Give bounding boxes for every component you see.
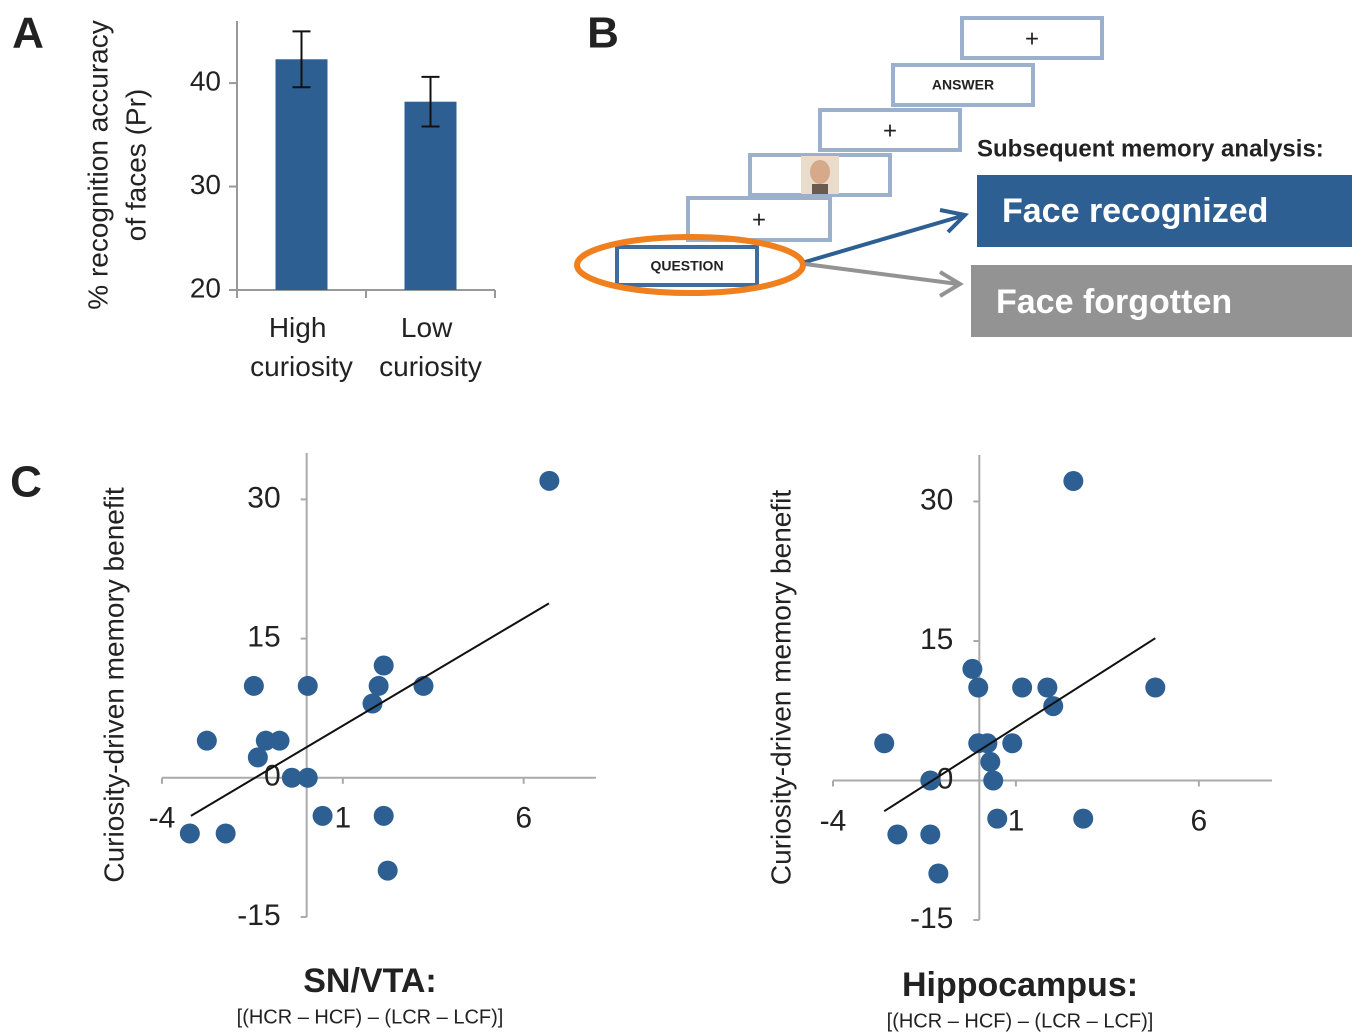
- screen-text: +: [1025, 25, 1039, 52]
- trend-line: [883, 637, 1156, 813]
- x-tick-label: Low curiosity: [379, 312, 482, 382]
- point: [1002, 733, 1023, 754]
- y-tick-label: 15: [247, 621, 280, 654]
- point: [928, 863, 949, 884]
- point: [196, 730, 217, 751]
- panel-label: A: [12, 9, 44, 58]
- point: [281, 767, 302, 788]
- screen: [615, 245, 759, 287]
- point: [1037, 677, 1058, 698]
- screen-text: ANSWER: [932, 77, 994, 93]
- point: [1063, 471, 1084, 492]
- arrowhead: [939, 208, 970, 234]
- bar: [404, 101, 457, 290]
- point: [297, 675, 318, 696]
- x-tick-label: 6: [515, 802, 532, 835]
- panel-label: C: [10, 458, 42, 507]
- point: [269, 730, 290, 751]
- x-tick-label: -4: [149, 802, 176, 835]
- x-tick-label: High curiosity: [250, 312, 353, 382]
- point: [243, 675, 264, 696]
- y-tick-label: 40: [190, 65, 221, 96]
- y-tick-label: 30: [920, 483, 953, 516]
- x-tick-label: 1: [334, 802, 351, 835]
- arrowhead: [938, 270, 964, 298]
- point: [920, 770, 941, 791]
- error-bar: [292, 30, 311, 89]
- x-axis-label: Hippocampus:: [902, 966, 1138, 1004]
- screen-text: QUESTION: [650, 258, 723, 274]
- y-axis-label: of faces (Pr): [120, 89, 151, 241]
- point: [297, 767, 318, 788]
- y-tick-label: -15: [910, 902, 953, 935]
- arrow: [804, 262, 959, 286]
- point: [1012, 677, 1033, 698]
- recognized-text: Face recognized: [1002, 192, 1268, 230]
- y-axis-label: Curiosity-driven memory benefit: [765, 490, 796, 885]
- analysis-title: Subsequent memory analysis:: [977, 135, 1324, 162]
- point: [377, 860, 398, 881]
- y-tick-label: 20: [190, 272, 221, 303]
- arrow: [804, 214, 963, 264]
- point: [373, 805, 394, 826]
- y-tick-label: 30: [247, 481, 280, 514]
- point: [1145, 677, 1166, 698]
- screen-text: +: [752, 206, 766, 233]
- point: [874, 733, 895, 754]
- point: [983, 770, 1004, 791]
- forgotten-text: Face forgotten: [996, 283, 1232, 321]
- y-tick-label: 0: [264, 760, 281, 793]
- point: [255, 730, 276, 751]
- point: [980, 751, 1001, 772]
- point: [1073, 808, 1094, 829]
- panel-label: B: [587, 9, 619, 58]
- x-axis-sublabel: [(HCR – HCF) – (LCR – LCF)]: [237, 1006, 504, 1028]
- trial-diagram: [615, 16, 1104, 287]
- forgotten-box: [971, 265, 1352, 337]
- y-tick-label: 30: [190, 169, 221, 200]
- x-tick-label: -4: [820, 804, 847, 837]
- point: [962, 658, 983, 679]
- face: [810, 160, 830, 184]
- point: [215, 823, 236, 844]
- screen: [891, 63, 1035, 107]
- bar: [275, 59, 328, 291]
- x-tick-label: 1: [1008, 804, 1025, 837]
- point: [887, 824, 908, 845]
- y-axis-label: % recognition accuracy: [82, 20, 113, 309]
- y-tick-label: 15: [920, 623, 953, 656]
- x-tick-label: 6: [1190, 804, 1207, 837]
- screen: [818, 108, 962, 152]
- point: [247, 747, 268, 768]
- x-axis-sublabel: [(HCR – HCF) – (LCR – LCF)]: [887, 1010, 1154, 1032]
- recognized-box: [977, 175, 1352, 247]
- point: [539, 470, 560, 491]
- point: [987, 808, 1008, 829]
- x-axis-label: SN/VTA:: [303, 962, 436, 1000]
- screen-text: +: [883, 117, 897, 144]
- point: [368, 675, 389, 696]
- point: [312, 805, 333, 826]
- arrows: [804, 208, 970, 298]
- point: [968, 677, 989, 698]
- point: [920, 824, 941, 845]
- y-axis-label: Curiosity-driven memory benefit: [98, 487, 129, 882]
- trend-line: [190, 602, 550, 817]
- face-image: [801, 156, 839, 194]
- error-bar: [421, 75, 440, 128]
- shirt: [812, 184, 828, 194]
- point: [179, 823, 200, 844]
- point: [362, 693, 383, 714]
- point: [373, 655, 394, 676]
- y-tick-label: -15: [237, 899, 280, 932]
- highlight: [574, 234, 806, 296]
- screen: [960, 16, 1104, 60]
